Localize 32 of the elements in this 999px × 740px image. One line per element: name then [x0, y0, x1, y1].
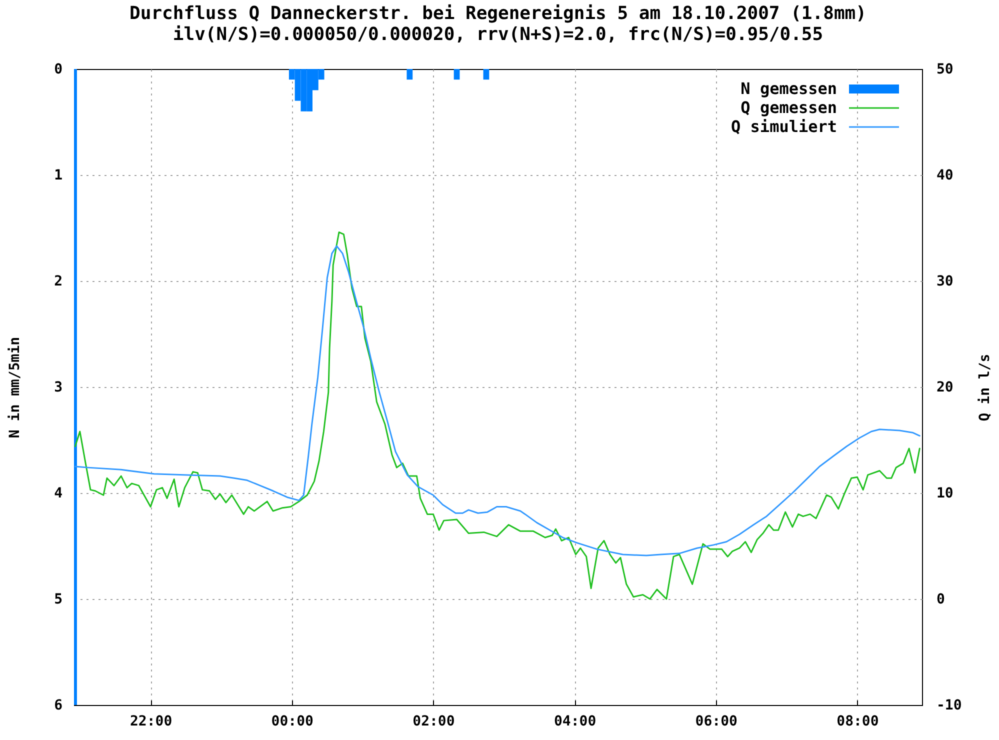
x-tick-label: 08:00 [836, 714, 879, 730]
y-tick-label: 3 [54, 380, 62, 396]
y2-axis-title: Q in l/s [976, 354, 993, 422]
y-tick-label: 4 [54, 486, 62, 502]
line-series [74, 245, 920, 556]
chart-title: Durchfluss Q Danneckerstr. bei Regenereignis 5 am 18.10.2007 (1.8mm) [130, 3, 866, 24]
x-tick-label: 22:00 [130, 714, 172, 730]
y2-tick-label: 0 [936, 592, 945, 608]
y-tick-label: 6 [54, 698, 62, 714]
x-tick-label: 04:00 [554, 714, 596, 730]
y-axis-title: N in mm/5min [7, 336, 24, 438]
bar [483, 69, 490, 80]
legend-label: N gemessen [740, 79, 837, 98]
x-tick-label: 02:00 [412, 714, 455, 730]
line-series [74, 231, 920, 600]
legend-label: Q gemessen [740, 98, 837, 117]
y2-tick-label: 40 [936, 168, 954, 184]
y2-tick-label: -10 [936, 698, 962, 714]
y-tick-label: 0 [54, 62, 62, 78]
y-tick-label: 2 [54, 274, 62, 290]
y-tick-label: 5 [54, 592, 62, 608]
y2-tick-label: 50 [936, 62, 954, 78]
y2-tick-label: 30 [936, 274, 954, 290]
chart-subtitle: ilv(N/S)=0.000050/0.000020, rrv(N+S)=2.0, frc(N/S)=0.95/0.55 [172, 24, 824, 45]
x-tick-label: 00:00 [271, 714, 314, 730]
bar [454, 69, 460, 80]
legend-label: Q simuliert [731, 117, 837, 136]
bar [406, 69, 413, 80]
y2-tick-label: 10 [936, 486, 954, 502]
x-tick-label: 06:00 [695, 714, 738, 730]
y-tick-label: 1 [54, 168, 62, 184]
y2-tick-label: 20 [936, 380, 954, 396]
